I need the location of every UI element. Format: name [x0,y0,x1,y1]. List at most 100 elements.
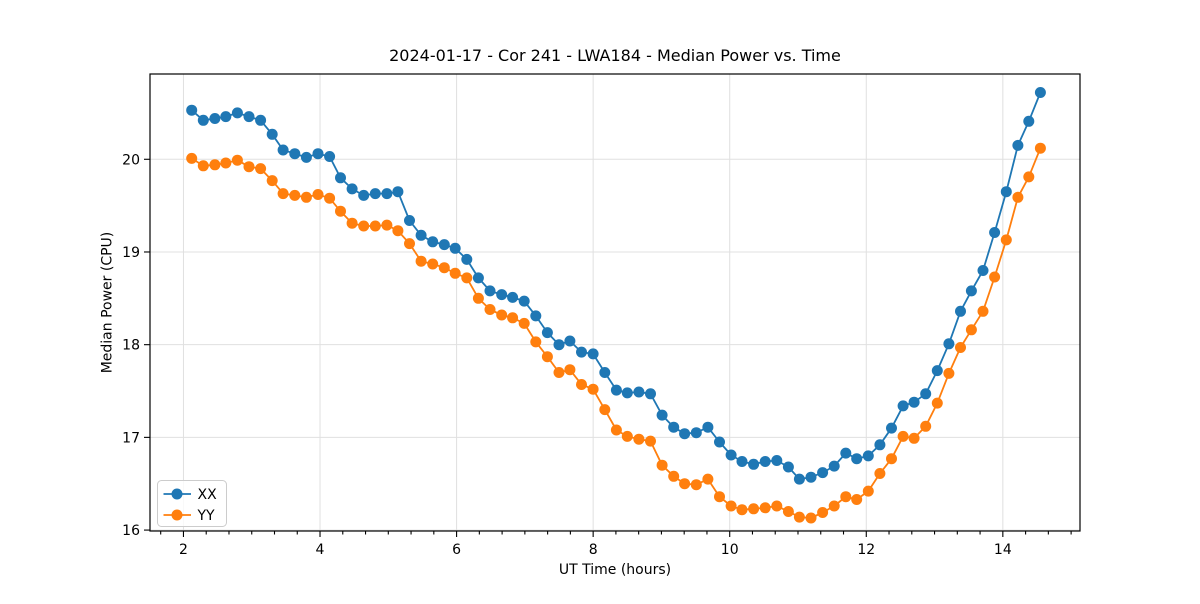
data-point [564,364,576,376]
data-point [427,258,439,270]
data-point [1023,171,1035,183]
data-point [587,348,599,360]
data-point [576,379,587,390]
data-point [793,473,805,485]
data-point [335,205,346,217]
y-tick-label: 19 [122,245,140,261]
data-point [427,236,439,248]
chart-title: 2024-01-17 - Cor 241 - LWA184 - Median P… [389,46,841,65]
data-point [955,342,966,353]
data-point [817,507,829,518]
data-point [782,506,794,517]
data-point [277,188,289,200]
legend: XX YY [157,480,227,527]
data-point [920,388,932,400]
data-point [851,453,863,465]
series-yy [186,142,1046,524]
data-point [300,151,312,163]
data-point [965,285,977,297]
data-point [220,157,232,169]
data-point [874,468,886,479]
data-point [484,285,496,297]
data-point [255,114,267,126]
data-point [656,409,668,421]
data-point [289,189,301,201]
data-point [564,335,576,347]
data-point [828,500,840,512]
data-point [231,107,243,119]
x-tick-label: 4 [316,542,325,558]
data-point [358,220,370,232]
data-point [507,312,519,324]
data-point [989,271,1001,283]
y-tick-label: 18 [122,338,140,354]
data-point [1012,139,1024,151]
legend-label: XX [198,487,218,503]
data-point [668,421,680,433]
data-point [621,387,633,399]
data-point [679,478,691,490]
data-point [610,384,622,396]
data-point [793,511,805,523]
data-point [782,461,794,473]
data-point [771,455,783,466]
data-point [312,189,324,200]
data-point [518,317,530,329]
data-point [702,421,714,433]
data-point [897,430,909,442]
data-point [231,154,243,166]
data-point [633,386,645,398]
data-point [553,367,565,378]
data-point [220,111,232,123]
data-point [817,467,829,479]
data-point [725,500,737,512]
data-point [633,433,645,445]
data-point [381,219,393,231]
data-point [392,225,404,237]
data-point [530,336,542,348]
x-tick-label: 6 [452,542,461,558]
data-point [381,188,393,200]
legend-label: YY [197,508,216,524]
data-point [828,460,840,472]
y-tick-label: 17 [122,430,140,446]
x-axis-label: UT Time (hours) [558,562,672,578]
data-point [599,367,611,378]
data-point [472,272,484,284]
data-point [472,292,484,304]
data-point [725,449,737,461]
data-point [1000,186,1012,198]
data-point [977,265,989,276]
data-point [576,346,587,358]
data-point [690,479,702,491]
axes-spines [149,73,1081,532]
plot-area [150,74,1080,531]
data-point [1000,234,1012,246]
data-point [656,459,668,471]
data-point [690,427,702,439]
data-point [587,383,599,395]
data-point [886,422,897,434]
data-point [943,367,955,379]
data-point [943,338,955,350]
data-point [805,471,817,483]
data-point [369,188,381,200]
data-point [908,396,920,408]
data-point [404,238,415,250]
data-point [507,291,519,303]
data-point [392,186,404,198]
data-point [553,339,565,351]
data-point [243,111,255,123]
data-point [862,485,874,497]
data-point [645,435,656,447]
ticks [144,158,1072,537]
data-point [438,239,450,251]
data-point [496,309,508,321]
data-point [324,151,336,162]
data-point [438,262,450,274]
data-point [679,428,691,440]
data-point [599,404,611,416]
data-point [748,458,760,470]
data-point [759,502,771,514]
data-point [908,432,920,444]
